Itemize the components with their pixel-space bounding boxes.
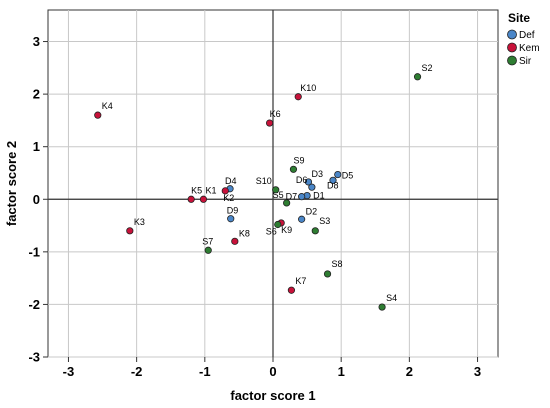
legend-label-sir: Sir <box>519 56 532 67</box>
point-label-s10: S10 <box>256 176 272 186</box>
point-label-s5: S5 <box>273 190 284 200</box>
x-tick-label: 0 <box>269 364 276 379</box>
data-point-k10 <box>294 93 302 101</box>
point-label-d7: D7 <box>286 192 298 202</box>
y-axis-title: factor score 2 <box>4 141 19 226</box>
data-point-s3 <box>311 227 319 235</box>
legend-title: Site <box>508 11 530 25</box>
data-point-k8 <box>231 237 239 245</box>
legend: Site Def Kem Sir <box>507 11 540 67</box>
point-label-d9: D9 <box>227 206 239 216</box>
y-tick-label: -1 <box>28 244 40 259</box>
data-point-s4 <box>378 303 386 311</box>
data-point-k5 <box>187 195 195 203</box>
x-tick-label: 3 <box>474 364 481 379</box>
data-point-d6 <box>308 183 316 191</box>
data-point-d5 <box>334 170 342 179</box>
data-points: D1 D2 D3 D4 D5 D6 D7 D8 D9 K1 K2 K3 K4 K5 K6 K7 K8 K9 K10 S… <box>94 63 433 311</box>
point-label-k3: K3 <box>134 217 145 227</box>
point-label-k2: K2 <box>223 193 234 203</box>
y-tick-label: 1 <box>33 139 40 154</box>
point-label-s4: S4 <box>386 293 397 303</box>
x-tick-labels: -3 -2 -1 0 1 2 3 <box>63 357 481 379</box>
y-tick-label: 2 <box>33 87 40 102</box>
point-label-k7: K7 <box>295 276 306 286</box>
point-label-d5: D5 <box>342 171 354 181</box>
x-axis-title: factor score 1 <box>230 388 315 403</box>
legend-label-kem: Kem <box>519 43 540 54</box>
data-point-d2 <box>298 215 306 223</box>
data-point-s6 <box>274 220 282 229</box>
data-point-d8 <box>329 176 337 184</box>
data-point-s5 <box>283 199 291 207</box>
data-point-s7 <box>204 246 212 254</box>
data-point-k6 <box>265 119 274 127</box>
data-point-k7 <box>287 286 296 294</box>
point-label-s3: S3 <box>319 216 330 226</box>
point-label-k10: K10 <box>300 83 316 93</box>
point-label-d6: D6 <box>296 175 308 185</box>
point-label-s2: S2 <box>422 63 433 73</box>
point-label-d1: D1 <box>313 191 325 201</box>
point-label-s6: S6 <box>266 227 277 237</box>
y-tick-label: 3 <box>33 34 40 49</box>
legend-swatch-sir <box>507 55 517 66</box>
data-point-s2 <box>413 73 422 81</box>
y-tick-label: -2 <box>28 297 40 312</box>
point-label-s9: S9 <box>293 155 304 165</box>
point-label-k8: K8 <box>239 228 250 238</box>
x-tick-label: 1 <box>338 364 345 379</box>
legend-swatch-kem <box>507 42 517 53</box>
point-label-s8: S8 <box>332 259 343 269</box>
data-point-d7 <box>298 193 306 201</box>
data-point-k4 <box>94 111 102 119</box>
x-tick-label: -3 <box>63 364 75 379</box>
point-label-d3: D3 <box>311 169 323 179</box>
x-tick-label: 2 <box>406 364 413 379</box>
point-label-s7: S7 <box>202 236 213 246</box>
legend-swatch-def <box>507 29 517 40</box>
reference-lines <box>48 10 498 357</box>
data-point-k2 <box>221 187 229 195</box>
x-tick-label: -2 <box>131 364 143 379</box>
point-label-d2: D2 <box>306 206 318 216</box>
data-point-k1 <box>199 195 208 203</box>
point-label-k4: K4 <box>102 101 113 111</box>
point-label-d4: D4 <box>225 176 237 186</box>
point-label-k9: K9 <box>281 225 292 235</box>
point-label-k6: K6 <box>270 109 281 119</box>
point-label-d8: D8 <box>327 180 339 190</box>
data-point-d3 <box>304 178 313 186</box>
point-label-k1: K1 <box>205 185 216 195</box>
y-tick-labels: -3 -2 -1 0 1 2 3 <box>28 34 48 365</box>
data-point-s10 <box>272 186 280 194</box>
data-point-k3 <box>126 227 134 235</box>
point-label-k5: K5 <box>191 185 202 195</box>
y-tick-label: 0 <box>33 192 40 207</box>
data-point-d9 <box>227 215 235 223</box>
data-point-s8 <box>323 270 332 278</box>
x-tick-label: -1 <box>199 364 211 379</box>
data-point-s9 <box>289 165 298 173</box>
y-tick-label: -3 <box>28 350 40 365</box>
legend-label-def: Def <box>519 30 535 41</box>
